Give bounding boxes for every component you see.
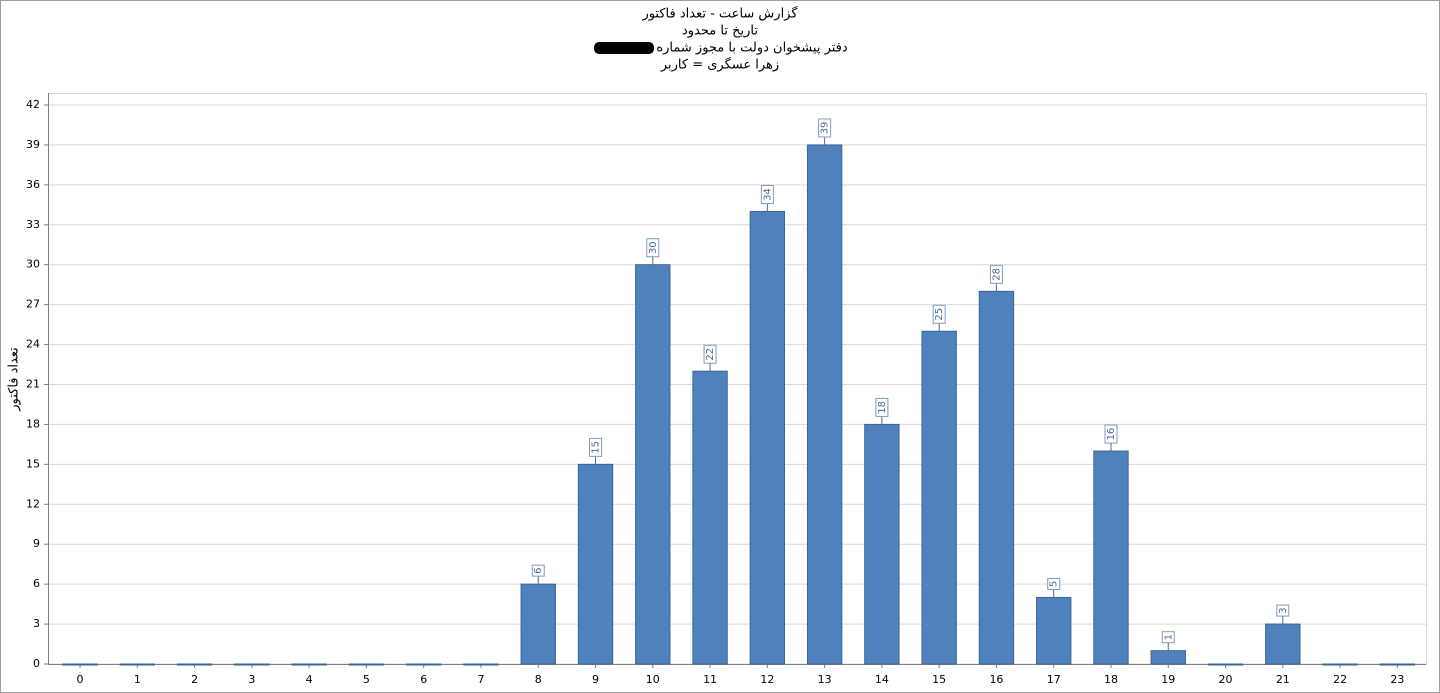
- x-tick-label: 7: [477, 673, 484, 686]
- bar: [1093, 450, 1129, 665]
- y-tick-label: 27: [26, 298, 40, 311]
- bar: [1207, 663, 1244, 666]
- x-tick-label: 0: [77, 673, 84, 686]
- y-tick-label: 3: [33, 617, 40, 630]
- value-label: 39: [820, 122, 831, 135]
- plot-area: [48, 93, 1427, 665]
- bar: [864, 423, 900, 665]
- bar: [1379, 663, 1416, 666]
- x-tick-label: 6: [420, 673, 427, 686]
- label-box: [703, 344, 717, 364]
- x-tick-label: 20: [1219, 673, 1233, 686]
- value-label: 34: [762, 188, 773, 201]
- bar: [348, 663, 385, 666]
- y-tick-label: 42: [26, 98, 40, 111]
- y-tick-label: 6: [33, 577, 40, 590]
- x-tick-label: 22: [1333, 673, 1347, 686]
- value-label: 25: [934, 308, 945, 321]
- x-tick-label: 1: [134, 673, 141, 686]
- y-tick-label: 18: [26, 417, 40, 430]
- bar: [119, 663, 155, 666]
- label-box: [932, 304, 946, 324]
- bar: [749, 210, 786, 665]
- x-tick-label: 9: [592, 673, 599, 686]
- label-box: [1161, 631, 1175, 644]
- value-label: 1: [1163, 634, 1174, 640]
- x-tick-label: 19: [1161, 673, 1175, 686]
- value-label: 3: [1278, 607, 1289, 613]
- label-box: [818, 118, 832, 138]
- bar: [978, 290, 1015, 665]
- x-tick-label: 10: [646, 673, 660, 686]
- bar: [234, 663, 270, 666]
- value-label: 16: [1106, 428, 1117, 441]
- value-label: 18: [877, 401, 888, 414]
- label-box: [989, 264, 1003, 284]
- label-box: [646, 238, 660, 258]
- bar: [635, 264, 671, 665]
- x-tick-label: 18: [1104, 673, 1118, 686]
- x-tick-label: 14: [875, 673, 889, 686]
- label-box: [1276, 604, 1290, 617]
- bar: [176, 663, 213, 666]
- y-tick-label: 0: [33, 657, 40, 670]
- label-box: [760, 184, 774, 204]
- x-tick-label: 12: [760, 673, 774, 686]
- y-tick-label: 30: [26, 258, 40, 271]
- y-tick-label: 12: [26, 497, 40, 510]
- bar: [1265, 623, 1301, 665]
- label-box: [875, 397, 889, 417]
- x-tick-label: 8: [535, 673, 542, 686]
- redaction: [594, 42, 654, 54]
- y-tick-label: 36: [26, 178, 40, 191]
- bar: [692, 370, 728, 665]
- value-label: 5: [1049, 581, 1060, 587]
- bar: [62, 663, 98, 666]
- label-box: [531, 564, 545, 577]
- value-label: 15: [591, 441, 602, 454]
- chart-subtitle: زهرا عسگری = کاربر: [660, 57, 779, 73]
- x-tick-label: 3: [248, 673, 255, 686]
- value-label: 30: [648, 241, 659, 254]
- value-label: 6: [533, 567, 544, 573]
- label-box: [1104, 424, 1118, 444]
- value-label: 22: [705, 348, 716, 361]
- value-label: 28: [991, 268, 1002, 281]
- bar: [520, 583, 556, 665]
- x-tick-label: 11: [703, 673, 717, 686]
- chart-title: گزارش ساعت - تعداد فاکتور: [641, 6, 798, 22]
- bar: [921, 330, 957, 665]
- chart-subtitle: تاریخ تا محدود: [682, 24, 758, 39]
- bar: [1036, 596, 1072, 665]
- chart-subtitle: دفتر پیشخوان دولت با مجوز شماره: [656, 41, 848, 56]
- y-tick-label: 15: [26, 457, 40, 470]
- label-box: [589, 437, 603, 457]
- bar: [577, 463, 614, 665]
- y-tick-label: 24: [26, 338, 40, 351]
- y-tick-label: 39: [26, 138, 40, 151]
- bar: [1322, 663, 1358, 666]
- y-tick-label: 21: [26, 378, 40, 391]
- x-tick-label: 17: [1047, 673, 1061, 686]
- bar: [463, 663, 499, 666]
- x-tick-label: 15: [932, 673, 946, 686]
- y-axis-label: تعداد فاکتور: [7, 347, 22, 412]
- bar: [1150, 650, 1186, 665]
- x-tick-label: 21: [1276, 673, 1290, 686]
- bar: [406, 663, 442, 666]
- x-tick-label: 13: [818, 673, 832, 686]
- bar: [291, 663, 327, 666]
- x-tick-label: 5: [363, 673, 370, 686]
- x-tick-label: 23: [1390, 673, 1404, 686]
- y-tick-label: 9: [33, 537, 40, 550]
- bar: [806, 144, 843, 665]
- x-tick-label: 4: [306, 673, 313, 686]
- x-tick-label: 16: [989, 673, 1003, 686]
- y-tick-label: 33: [26, 218, 40, 231]
- label-box: [1047, 577, 1061, 590]
- x-tick-label: 2: [191, 673, 198, 686]
